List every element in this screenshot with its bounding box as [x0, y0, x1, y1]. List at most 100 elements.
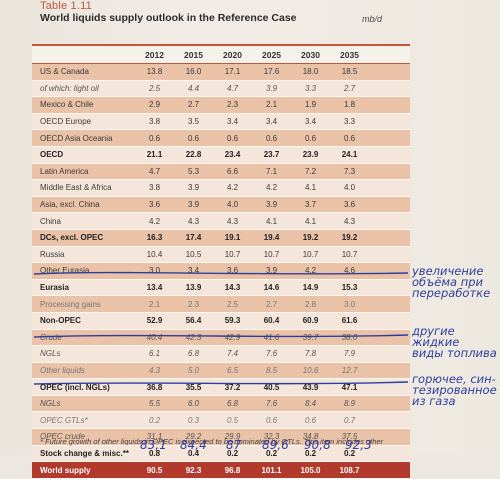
- value-cell: 23.4: [224, 150, 241, 160]
- handwritten-total: 89,6: [262, 438, 289, 452]
- table-row: Other liquids 4.3 5.0 6.5 8.5 10.6 12.7: [32, 362, 410, 380]
- value-cell: 2.7: [265, 299, 278, 309]
- table-number: Table 1.11: [40, 0, 92, 12]
- value-cell: 34.8: [302, 432, 319, 442]
- value-cell: 35.5: [185, 382, 202, 392]
- value-cell: 38.0: [341, 332, 358, 342]
- value-cell: 92.3: [185, 465, 202, 475]
- value-cell: 17.1: [224, 67, 241, 77]
- value-cell: 40.5: [263, 382, 280, 392]
- row-label: of which: light oil: [40, 83, 99, 93]
- value-cell: 14.3: [224, 283, 241, 293]
- value-cell: 17.4: [185, 233, 202, 243]
- value-cell: 108.7: [339, 465, 360, 475]
- value-cell: 13.4: [146, 283, 163, 293]
- row-label: NGLs: [40, 349, 61, 359]
- value-cell: 0.4: [187, 448, 200, 458]
- table-row: NGLs 6.1 6.8 7.4 7.6 7.8 7.9: [32, 346, 410, 363]
- value-cell: 4.7: [226, 83, 239, 93]
- row-label: US & Canada: [40, 67, 89, 77]
- note-other-liquids: другие жидкие виды топлива: [412, 324, 497, 360]
- value-cell: 42.3: [185, 332, 202, 342]
- value-cell: 42.9: [224, 332, 241, 342]
- value-cell: 6.8: [226, 399, 239, 409]
- value-cell: 10.7: [263, 249, 280, 259]
- value-cell: 29.9: [224, 432, 241, 442]
- value-cell: 0.2: [148, 415, 161, 425]
- table-row: NGLs 5.5 6.0 6.8 7.6 8.4 8.9: [32, 395, 410, 413]
- value-cell: 0.2: [226, 448, 239, 458]
- value-cell: 0.2: [265, 448, 278, 458]
- value-cell: 3.9: [187, 200, 200, 210]
- unit-label: mb/d: [362, 14, 383, 24]
- value-cell: 1.9: [304, 100, 317, 110]
- value-cell: 3.4: [304, 117, 317, 127]
- value-cell: 7.9: [343, 349, 356, 359]
- table-row: Other Eurasia 3.0 3.4 3.6 3.9 4.2 4.6: [32, 263, 410, 280]
- table-row: Middle East & Africa 3.8 3.9 4.2 4.2 4.1 4.0: [32, 180, 410, 197]
- value-cell: 0.6: [304, 415, 317, 425]
- table-row: of which: light oil 2.5 4.4 4.7 3.9 3.3 2.7: [32, 80, 410, 98]
- value-cell: 22.8: [185, 150, 202, 160]
- value-cell: 19.2: [302, 233, 319, 243]
- value-cell: 90.5: [146, 465, 163, 475]
- value-cell: 47.1: [341, 382, 358, 392]
- row-label: Other liquids: [40, 365, 85, 375]
- value-cell: 10.5: [185, 249, 202, 259]
- row-label: OPEC crude: [40, 432, 85, 442]
- value-cell: 0.7: [343, 415, 356, 425]
- value-cell: 13.8: [146, 67, 163, 77]
- value-cell: 3.9: [187, 183, 200, 193]
- value-cell: 14.6: [263, 283, 280, 293]
- value-cell: 0.6: [226, 133, 239, 143]
- value-cell: 10.4: [146, 249, 163, 259]
- row-label: Crude: [40, 332, 62, 342]
- value-cell: 0.6: [304, 133, 317, 143]
- value-cell: 96.8: [224, 465, 241, 475]
- value-cell: 7.4: [226, 349, 239, 359]
- value-cell: 0.2: [343, 448, 356, 458]
- table-row: Eurasia 13.4 13.9 14.3 14.6 14.9 15.3: [32, 279, 410, 297]
- row-label: World supply: [40, 465, 91, 475]
- value-cell: 37.2: [224, 382, 241, 392]
- value-cell: 0.6: [265, 133, 278, 143]
- handwritten-total: 84,4: [180, 438, 207, 452]
- table-row: Mexico & Chile 2.9 2.7 2.3 2.1 1.9 1.8: [32, 97, 410, 114]
- table-header: 2012 2015 2020 2025 2030 2035: [32, 44, 410, 64]
- value-cell: 3.9: [265, 83, 278, 93]
- value-cell: 5.0: [187, 365, 200, 375]
- value-cell: 7.8: [304, 349, 317, 359]
- value-cell: 19.2: [341, 233, 358, 243]
- value-cell: 4.2: [226, 183, 239, 193]
- row-label: Stock change & misc.**: [40, 448, 129, 458]
- value-cell: 12.7: [341, 365, 358, 375]
- table-row: World supply 90.5 92.3 96.8 101.1 105.0 108.7: [32, 462, 410, 479]
- value-cell: 4.3: [148, 365, 161, 375]
- value-cell: 0.6: [187, 133, 200, 143]
- value-cell: 4.4: [187, 83, 200, 93]
- row-label: OECD: [40, 150, 64, 160]
- value-cell: 56.4: [185, 316, 202, 326]
- row-label: Non-OPEC: [40, 316, 81, 326]
- value-cell: 4.1: [304, 183, 317, 193]
- row-label: Processing gains: [40, 299, 101, 309]
- value-cell: 4.2: [304, 266, 317, 276]
- value-cell: 59.3: [224, 316, 241, 326]
- value-cell: 6.0: [187, 399, 200, 409]
- col-header: 2012: [145, 49, 164, 60]
- value-cell: 0.6: [148, 133, 161, 143]
- row-label: Russia: [40, 249, 65, 259]
- col-header: 2035: [340, 49, 359, 60]
- value-cell: 3.9: [265, 266, 278, 276]
- value-cell: 5.5: [148, 399, 161, 409]
- table-row: Russia 10.4 10.5 10.7 10.7 10.7 10.7: [32, 246, 410, 264]
- value-cell: 41.6: [263, 332, 280, 342]
- value-cell: 0.6: [343, 133, 356, 143]
- value-cell: 2.1: [265, 100, 278, 110]
- value-cell: 4.1: [265, 216, 278, 226]
- value-cell: 7.6: [265, 349, 278, 359]
- value-cell: 2.8: [304, 299, 317, 309]
- table-row: Processing gains 2.1 2.3 2.5 2.7 2.8 3.0: [32, 296, 410, 313]
- value-cell: 40.4: [146, 332, 163, 342]
- value-cell: 6.1: [148, 349, 161, 359]
